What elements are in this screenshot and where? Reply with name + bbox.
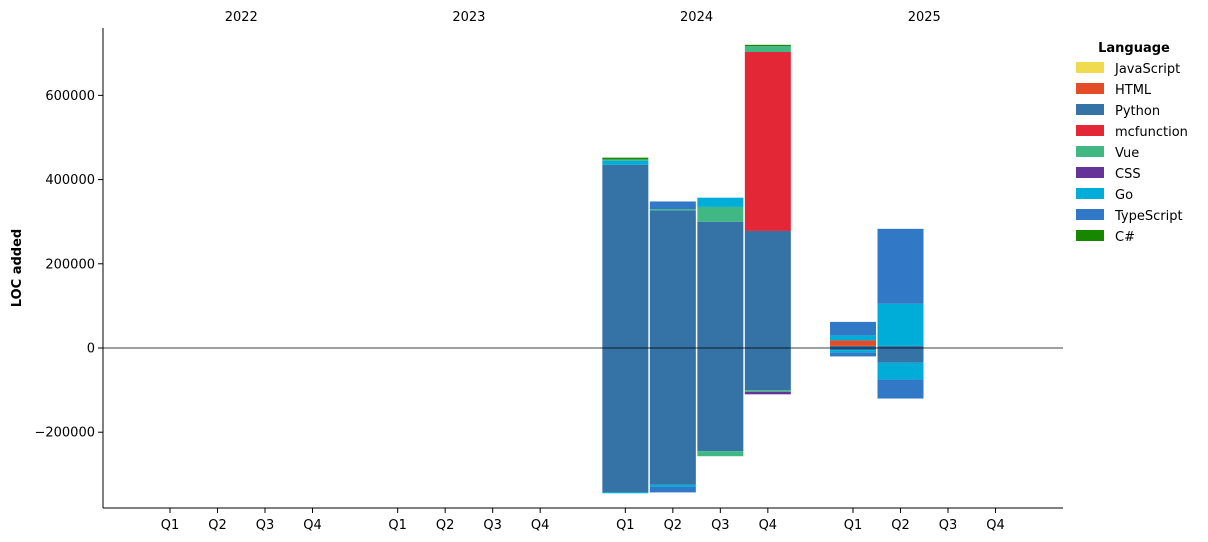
- x-tick-label: Q4: [986, 518, 1005, 533]
- legend-entry-label: TypeScript: [1114, 209, 1183, 224]
- legend-entry-label: Python: [1115, 104, 1160, 119]
- bar-segment-typescript: [877, 228, 924, 304]
- bar-segment-go: [602, 160, 649, 165]
- x-tick-label: Q4: [531, 518, 550, 533]
- legend-entry-label: Go: [1115, 188, 1133, 203]
- x-ticks: Q1 Q2 Q3 Q4 Q1 Q2 Q3 Q4 Q1 Q2 Q3 Q4 Q1 Q2 Q3 Q4: [161, 508, 1005, 533]
- x-tick-label: Q3: [483, 518, 502, 533]
- bar-2024-Q4: [744, 44, 791, 395]
- bar-2024-Q1: [602, 157, 649, 494]
- y-tick-label: 200000: [45, 257, 95, 272]
- bar-segment-mcfunction: [744, 52, 791, 231]
- bar-segment-typescript: [649, 486, 696, 493]
- x-tick-label: Q4: [303, 518, 322, 533]
- legend-swatch: [1076, 188, 1104, 199]
- x-tick-label: Q2: [664, 518, 683, 533]
- bar-segment-python: [877, 345, 924, 348]
- year-label: 2025: [908, 10, 941, 25]
- bar-segment-python: [649, 210, 696, 348]
- legend-swatch: [1076, 62, 1104, 73]
- bar-2024-Q2: [649, 201, 696, 493]
- bar-segment-python: [877, 348, 924, 363]
- y-tick-label: 0: [87, 342, 95, 357]
- bar-segment-typescript: [830, 321, 877, 336]
- year-label: 2022: [225, 10, 258, 25]
- bar-segment-typescript: [877, 379, 924, 399]
- x-tick-label: Q2: [208, 518, 227, 533]
- bar-segment-python: [697, 348, 744, 452]
- bar-2024-Q3: [697, 197, 744, 457]
- bar-segment-python: [602, 164, 649, 348]
- bar-2025-Q2: [877, 228, 924, 399]
- x-tick-label: Q2: [891, 518, 910, 533]
- x-tick-label: Q4: [759, 518, 778, 533]
- bar-segment-vue: [697, 451, 744, 457]
- legend-entry-label: JavaScript: [1114, 62, 1180, 77]
- legend-entry-label: mcfunction: [1115, 125, 1188, 140]
- bars-layer: [602, 44, 924, 494]
- bar-segment-vue: [744, 46, 791, 52]
- y-tick-label: −200000: [34, 426, 95, 441]
- x-tick-label: Q3: [939, 518, 958, 533]
- legend-entry-label: CSS: [1115, 167, 1141, 182]
- bar-segment-go: [877, 303, 924, 346]
- bar-segment-python: [649, 348, 696, 485]
- legend-swatch: [1076, 167, 1104, 178]
- x-tick-label: Q1: [844, 518, 863, 533]
- bar-segment-go: [877, 362, 924, 380]
- x-tick-label: Q1: [388, 518, 407, 533]
- bar-segment-python: [744, 230, 791, 348]
- year-label: 2024: [680, 10, 713, 25]
- legend-entry-label: Vue: [1115, 146, 1139, 161]
- x-tick-label: Q1: [161, 518, 180, 533]
- bar-segment-csharp: [744, 44, 791, 47]
- legend-title: Language: [1098, 41, 1170, 56]
- bar-segment-vue: [744, 390, 791, 392]
- bar-segment-go: [697, 197, 744, 207]
- bar-segment-python: [830, 345, 877, 348]
- bar-segment-go: [649, 484, 696, 487]
- legend-swatch: [1076, 83, 1104, 94]
- bar-segment-go: [830, 350, 877, 353]
- legend-entry-label: C#: [1115, 230, 1135, 245]
- bar-segment-vue: [697, 206, 744, 222]
- legend-swatch: [1076, 125, 1104, 136]
- x-tick-label: Q3: [711, 518, 730, 533]
- legend-items: JavaScript HTML Python mcfunction Vue CSS Go Ty…: [1076, 62, 1188, 245]
- year-label: 2023: [452, 10, 485, 25]
- year-labels: 2022 2023 2024 2025: [225, 10, 941, 25]
- bar-segment-python: [830, 348, 877, 351]
- legend-entry-label: HTML: [1115, 83, 1152, 98]
- legend-swatch: [1076, 104, 1104, 115]
- bar-segment-python: [744, 348, 791, 391]
- x-tick-label: Q3: [256, 518, 275, 533]
- x-tick-label: Q2: [436, 518, 455, 533]
- y-axis-label: LOC added: [10, 229, 25, 307]
- legend-swatch: [1076, 146, 1104, 157]
- bar-segment-go: [602, 492, 649, 494]
- x-tick-label: Q1: [616, 518, 635, 533]
- bar-segment-css: [744, 391, 791, 395]
- legend-swatch: [1076, 209, 1104, 220]
- y-ticks: −200000 0 200000 400000 600000: [34, 89, 103, 441]
- legend: Language JavaScript HTML Python mcfunction V…: [1076, 41, 1188, 245]
- bar-segment-html: [830, 340, 877, 346]
- bar-segment-vue: [602, 159, 649, 161]
- bar-segment-python: [602, 348, 649, 492]
- bar-2025-Q1: [830, 321, 877, 357]
- y-tick-label: 600000: [45, 89, 95, 104]
- legend-swatch: [1076, 230, 1104, 241]
- bar-segment-vue: [649, 209, 696, 211]
- bar-segment-python: [697, 221, 744, 348]
- bar-segment-typescript: [830, 352, 877, 357]
- bar-segment-csharp: [602, 157, 649, 160]
- bar-segment-go: [830, 335, 877, 341]
- bar-segment-typescript: [649, 201, 696, 210]
- y-tick-label: 400000: [45, 173, 95, 188]
